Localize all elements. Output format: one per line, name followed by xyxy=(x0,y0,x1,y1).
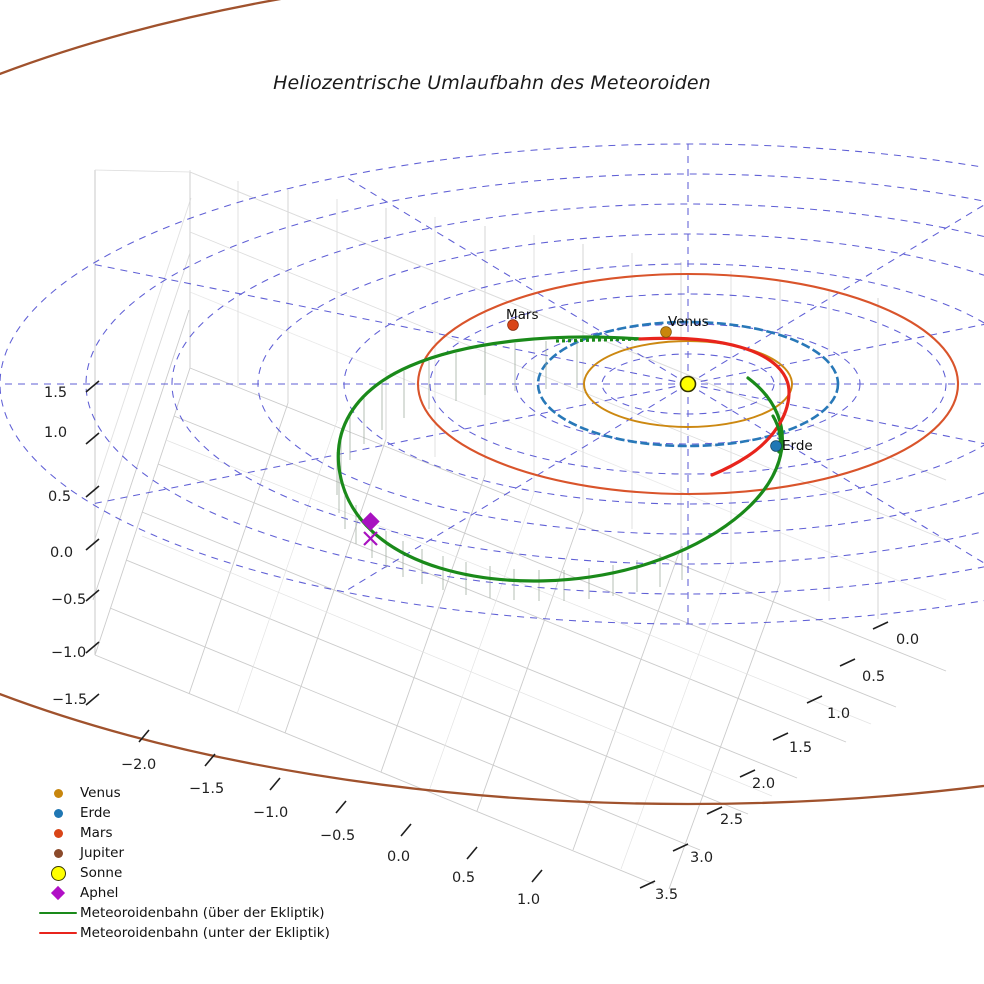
legend-marker-dot xyxy=(36,788,80,798)
bottom-left-tick-1: −1.5 xyxy=(189,781,225,797)
legend-dot-icon xyxy=(50,865,66,881)
legend-label: Aphel xyxy=(80,885,119,901)
legend-marker-dot xyxy=(36,808,80,818)
legend-marker-dot xyxy=(36,828,80,838)
bottom-right-tick-1: 0.5 xyxy=(862,669,886,685)
erde-orbit xyxy=(536,320,840,448)
chart-title: Heliozentrische Umlaufbahn des Meteoroid… xyxy=(273,72,711,94)
legend-marker-dot xyxy=(36,865,80,881)
legend-item-erde[interactable]: Erde xyxy=(36,803,366,823)
erde-marker xyxy=(770,440,782,452)
bottom-left-tick-4: 0.0 xyxy=(387,849,411,865)
bottom-left-tick-0: −2.0 xyxy=(121,757,157,773)
legend-label: Venus xyxy=(80,785,121,801)
legend-diamond-icon xyxy=(50,885,66,901)
bottom-left-tick-5: 0.5 xyxy=(452,870,476,886)
left-tick-3: 0.0 xyxy=(50,545,74,561)
bottom-left-tick-6: 1.0 xyxy=(517,892,541,908)
legend-dot-icon xyxy=(53,808,63,818)
legend-marker-dot xyxy=(36,848,80,858)
legend-marker-line xyxy=(36,911,80,915)
legend-item-jupiter[interactable]: Jupiter xyxy=(36,843,366,863)
left-tick-0: 1.5 xyxy=(44,385,68,401)
legend-label: Jupiter xyxy=(80,845,125,861)
bottom-left-tick-2: −1.0 xyxy=(253,805,289,821)
legend-item-aphel[interactable]: Aphel xyxy=(36,883,366,903)
axis-tick-marks xyxy=(85,380,889,889)
meteoroid-orbit-below-ecliptic xyxy=(638,336,791,477)
venus-marker xyxy=(660,326,672,338)
left-tick-5: −1.0 xyxy=(51,645,87,661)
legend-item-venus[interactable]: Venus xyxy=(36,783,366,803)
aphel-projection-x-icon xyxy=(363,531,378,546)
jupiter-orbit xyxy=(0,0,984,806)
legend-item-meteoroidenbahn-unter-der-ekliptik[interactable]: Meteoroidenbahn (unter der Ekliptik) xyxy=(36,923,366,943)
bottom-right-tick-5: 2.5 xyxy=(720,812,744,828)
bottom-right-tick-6: 3.0 xyxy=(690,850,714,866)
bottom-right-tick-4: 2.0 xyxy=(752,776,776,792)
legend-dot-icon xyxy=(53,828,63,838)
left-tick-1: 1.0 xyxy=(44,425,68,441)
bottom-left-tick-3: −0.5 xyxy=(320,828,356,844)
left-tick-2: 0.5 xyxy=(48,489,72,505)
meteoroid-orbit-above-ecliptic xyxy=(336,335,784,583)
axes-3d-grid xyxy=(92,169,947,890)
bottom-right-tick-2: 1.0 xyxy=(827,706,851,722)
polar-grid-overlay xyxy=(0,143,984,625)
legend-label: Meteoroidenbahn (unter der Ekliptik) xyxy=(80,925,330,941)
bottom-right-tick-7: 3.5 xyxy=(655,887,679,903)
legend-dot-icon xyxy=(53,848,63,858)
meteoroid-node-segment xyxy=(555,337,641,343)
bottom-right-tick-3: 1.5 xyxy=(789,740,813,756)
venus-orbit xyxy=(583,340,793,428)
legend-marker-line xyxy=(36,931,80,935)
legend-label: Meteoroidenbahn (über der Ekliptik) xyxy=(80,905,325,921)
legend-line-icon xyxy=(39,931,77,935)
legend-label: Erde xyxy=(80,805,111,821)
legend-label: Sonne xyxy=(80,865,123,881)
mars-point-label: Mars xyxy=(506,307,539,323)
venus-point-label: Venus xyxy=(668,314,709,330)
legend-item-meteoroidenbahn-ber-der-ekliptik[interactable]: Meteoroidenbahn (über der Ekliptik) xyxy=(36,903,366,923)
legend-marker-diamond xyxy=(36,885,80,901)
aphel-marker xyxy=(361,512,380,531)
legend-item-mars[interactable]: Mars xyxy=(36,823,366,843)
mars-orbit xyxy=(416,272,960,496)
mars-marker xyxy=(507,319,519,331)
legend-label: Mars xyxy=(80,825,113,841)
left-tick-4: −0.5 xyxy=(51,592,87,608)
legend: Venus Erde Mars Jupiter Sonne Aphel Meteoroide… xyxy=(36,783,366,943)
legend-dot-icon xyxy=(53,788,63,798)
sonne-marker xyxy=(679,375,697,393)
erde-point-label: Erde xyxy=(782,438,813,454)
legend-line-icon xyxy=(39,911,77,915)
legend-item-sonne[interactable]: Sonne xyxy=(36,863,366,883)
left-tick-6: −1.5 xyxy=(52,692,88,708)
bottom-right-tick-0: 0.0 xyxy=(896,632,920,648)
